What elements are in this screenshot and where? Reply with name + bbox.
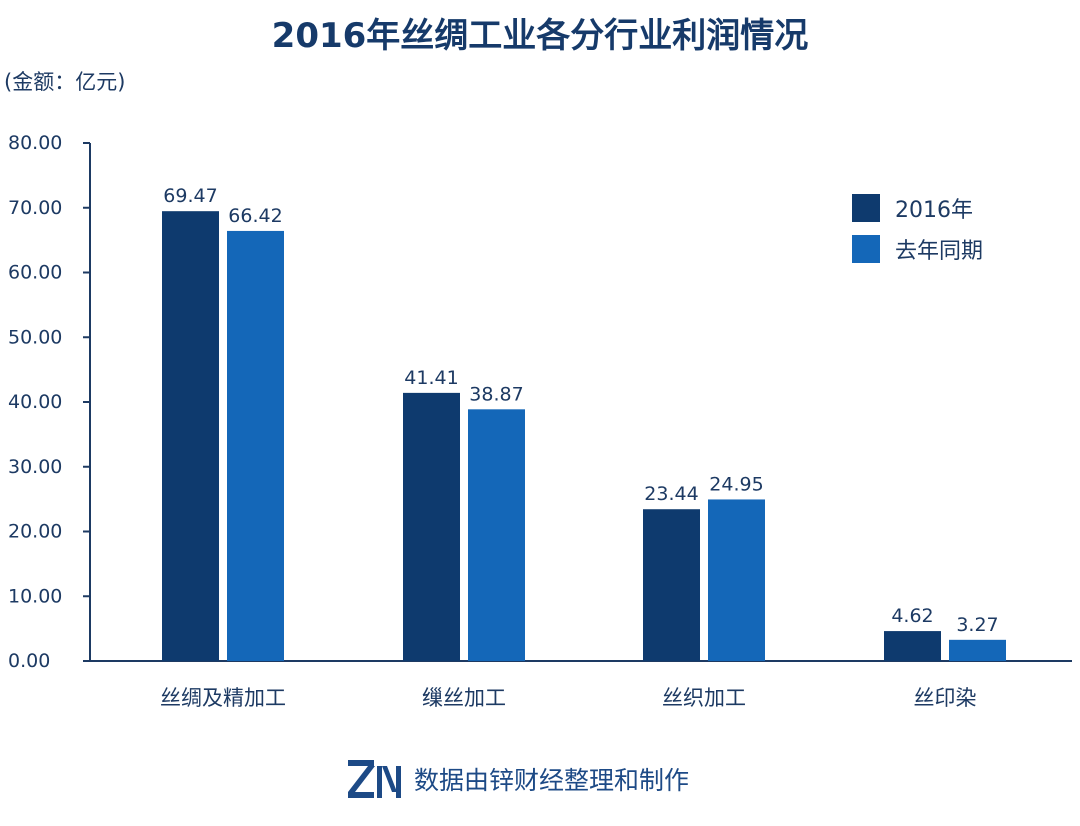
chart-title: 2016年丝绸工业各分行业利润情况 [271, 16, 809, 56]
data-label: 23.44 [644, 483, 698, 505]
bar-last-year [227, 230, 284, 662]
zn-logo-icon [348, 760, 401, 798]
y-tick-label: 10.00 [8, 585, 62, 607]
bar-2016 [643, 509, 700, 661]
y-tick-label: 0.00 [8, 650, 50, 672]
x-category-label: 丝印染 [914, 686, 977, 710]
bar-2016 [403, 392, 460, 661]
x-category-label: 缫丝加工 [422, 686, 506, 710]
data-label: 38.87 [469, 383, 523, 405]
unit-label: (金额：亿元) [4, 70, 126, 94]
bar-2016 [162, 211, 219, 661]
y-tick-label: 60.00 [8, 262, 62, 284]
y-tick-label: 30.00 [8, 456, 62, 478]
legend-item-last-year: 去年同期 [852, 233, 983, 265]
data-label: 41.41 [404, 367, 458, 389]
footer: 数据由锌财经整理和制作 [348, 758, 689, 800]
y-tick-label: 80.00 [8, 132, 62, 154]
legend-item-2016: 2016年 [852, 192, 973, 224]
x-category-label: 丝织加工 [662, 686, 746, 710]
legend-label: 去年同期 [895, 239, 984, 264]
bar-last-year [949, 639, 1006, 661]
legend-swatch-2016 [852, 194, 880, 222]
legend-swatch-last-year [852, 235, 880, 263]
data-label: 24.95 [709, 473, 763, 495]
data-label: 3.27 [956, 614, 998, 636]
y-tick-label: 70.00 [8, 197, 62, 219]
x-category-label: 丝绸及精加工 [160, 686, 286, 710]
bar-last-year [468, 409, 525, 661]
data-label: 4.62 [891, 605, 933, 627]
legend-label: 2016年 [895, 198, 973, 223]
bar-2016 [884, 631, 941, 661]
data-label: 69.47 [163, 185, 217, 207]
y-tick-label: 20.00 [8, 521, 62, 543]
y-tick-label: 40.00 [8, 391, 62, 413]
bar-last-year [708, 499, 765, 661]
footer-source-text: 数据由锌财经整理和制作 [414, 766, 690, 795]
y-tick-label: 50.00 [8, 326, 62, 348]
data-label: 66.42 [228, 205, 282, 227]
